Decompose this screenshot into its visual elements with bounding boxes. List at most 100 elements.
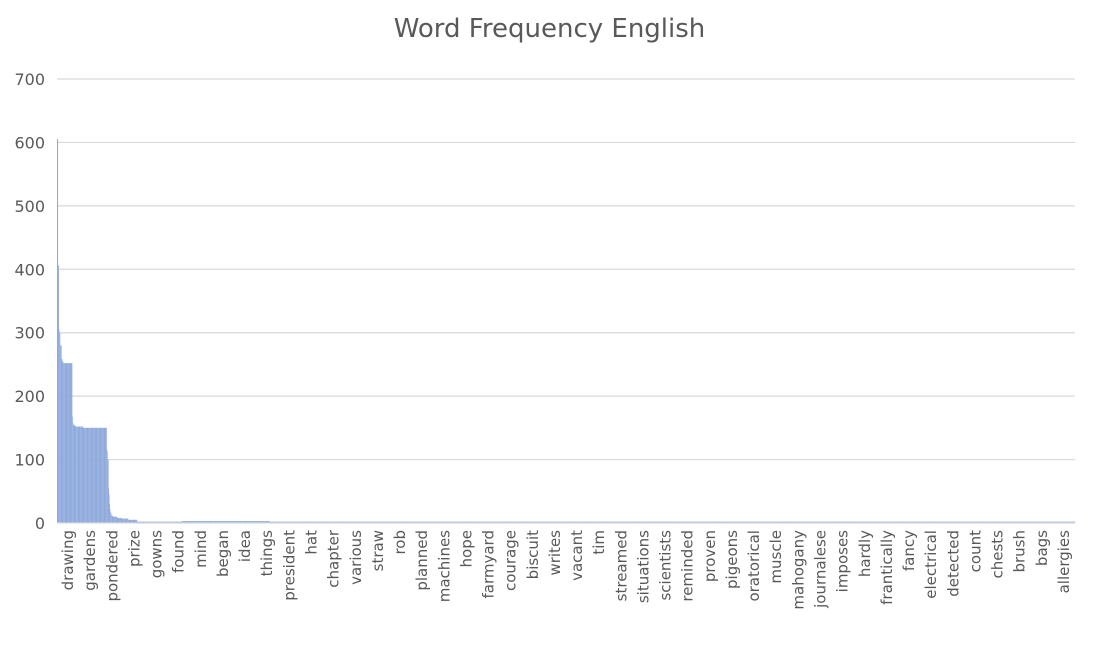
- bar: [637, 521, 639, 523]
- bar: [734, 521, 736, 523]
- bar: [1000, 521, 1001, 523]
- bar: [719, 521, 720, 523]
- bar: [83, 427, 85, 523]
- bar: [347, 521, 349, 523]
- bar: [283, 521, 285, 523]
- bar: [76, 426, 77, 523]
- bar: [650, 521, 651, 523]
- bar: [585, 521, 587, 523]
- bar: [1023, 521, 1025, 523]
- bar: [76, 426, 78, 523]
- bar: [197, 521, 199, 523]
- x-tick-label: began: [214, 530, 232, 577]
- bar: [895, 521, 897, 523]
- bar: [497, 521, 499, 523]
- bar: [911, 521, 912, 523]
- bar: [217, 521, 218, 523]
- bar: [762, 521, 764, 523]
- bar: [387, 521, 389, 523]
- bar: [363, 521, 364, 523]
- bar: [290, 521, 292, 523]
- bar: [845, 521, 847, 523]
- bar: [512, 521, 514, 523]
- bar: [729, 521, 731, 523]
- bar: [830, 521, 832, 523]
- bar: [597, 521, 598, 523]
- bar: [303, 521, 305, 523]
- bar: [458, 521, 460, 523]
- bar: [69, 363, 70, 523]
- bar: [657, 521, 659, 523]
- bar: [453, 521, 455, 523]
- bar: [412, 521, 413, 523]
- bar: [884, 521, 886, 523]
- bar: [511, 521, 513, 523]
- bar: [213, 521, 214, 523]
- bar: [759, 521, 760, 523]
- bar: [1060, 521, 1061, 523]
- bar: [826, 521, 827, 523]
- bar: [70, 363, 72, 523]
- bar: [1038, 521, 1039, 523]
- bar: [588, 521, 589, 523]
- bar: [284, 521, 285, 523]
- bar: [944, 521, 946, 523]
- bar: [925, 521, 927, 523]
- bar: [238, 521, 239, 523]
- bar: [936, 521, 937, 523]
- bar: [1052, 521, 1054, 523]
- bar: [154, 521, 156, 523]
- bar: [855, 521, 856, 523]
- bar: [190, 521, 192, 523]
- bar: [976, 521, 978, 523]
- bar: [909, 521, 911, 523]
- bar: [410, 521, 412, 523]
- bar: [938, 521, 940, 523]
- bar: [680, 521, 681, 523]
- bar: [883, 521, 885, 523]
- bar: [248, 521, 250, 523]
- bar: [348, 521, 349, 523]
- bar: [555, 521, 557, 523]
- bar: [966, 521, 967, 523]
- bar: [342, 521, 344, 523]
- bar: [744, 521, 745, 523]
- bar: [800, 521, 801, 523]
- bar: [359, 521, 361, 523]
- bar: [77, 426, 78, 523]
- bar: [834, 521, 836, 523]
- bar: [70, 363, 72, 523]
- bar: [844, 521, 845, 523]
- bar: [1024, 521, 1026, 523]
- bar: [151, 521, 153, 523]
- bar: [694, 521, 696, 523]
- bar: [589, 521, 591, 523]
- bar: [546, 521, 547, 523]
- bar: [758, 521, 760, 523]
- bar: [372, 521, 374, 523]
- bar: [839, 521, 841, 523]
- bar: [751, 521, 753, 523]
- bar: [970, 521, 972, 523]
- bar: [771, 521, 773, 523]
- bar: [545, 521, 547, 523]
- bar: [675, 521, 677, 523]
- bar: [304, 521, 306, 523]
- bar: [831, 521, 833, 523]
- bar: [388, 521, 389, 523]
- bar: [453, 521, 454, 523]
- bar: [342, 521, 343, 523]
- bar: [78, 426, 79, 523]
- bar: [226, 521, 228, 523]
- bar: [713, 521, 715, 523]
- bar: [413, 521, 414, 523]
- bar: [1001, 521, 1003, 523]
- bar: [297, 521, 298, 523]
- x-tick-label: drawing: [59, 530, 77, 590]
- bar: [803, 521, 804, 523]
- bar: [725, 521, 727, 523]
- bar: [383, 521, 384, 523]
- bar: [989, 521, 991, 523]
- bar: [1004, 521, 1006, 523]
- bar: [423, 521, 425, 523]
